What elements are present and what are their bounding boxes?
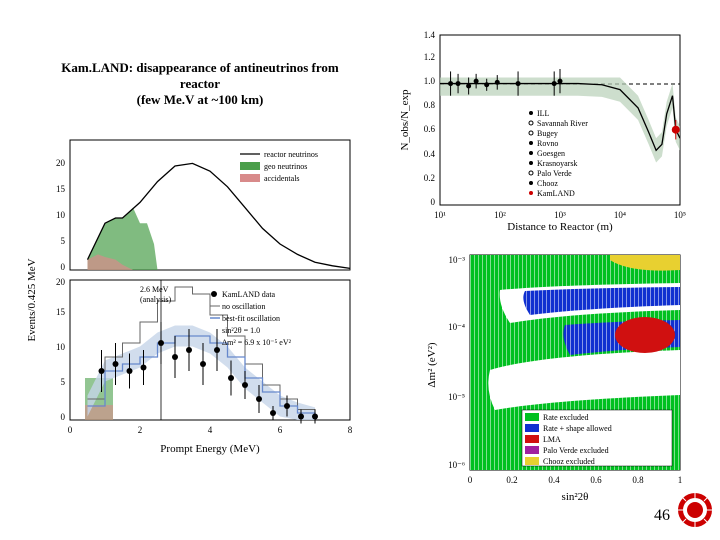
dist-ylabel: N_obs/N_exp <box>399 89 411 151</box>
dist-xlabel: Distance to Reactor (m) <box>507 221 613 233</box>
svg-text:10³: 10³ <box>554 210 566 220</box>
title-line2: reactor <box>180 76 220 91</box>
svg-text:0: 0 <box>431 197 436 207</box>
svg-text:0: 0 <box>61 412 66 422</box>
svg-text:Krasnoyarsk: Krasnoyarsk <box>537 159 577 168</box>
leg-lma: LMA <box>543 435 561 444</box>
svg-text:0.2: 0.2 <box>424 173 435 183</box>
svg-text:5: 5 <box>61 236 66 246</box>
svg-text:Palo Verde: Palo Verde <box>537 169 572 178</box>
svg-text:0.8: 0.8 <box>632 475 644 485</box>
svg-text:Bugey: Bugey <box>537 129 558 138</box>
legend-acc: accidentals <box>264 174 300 183</box>
svg-text:2: 2 <box>138 425 143 435</box>
svg-text:0.2: 0.2 <box>506 475 517 485</box>
svg-text:1.4: 1.4 <box>424 30 436 40</box>
svg-text:KamLAND: KamLAND <box>537 189 575 198</box>
svg-text:20: 20 <box>56 277 66 287</box>
svg-text:10⁻⁵: 10⁻⁵ <box>448 392 465 402</box>
svg-text:20: 20 <box>56 158 66 168</box>
leg-shape: Rate + shape allowed <box>543 424 612 433</box>
svg-text:8: 8 <box>348 425 353 435</box>
legend-dm: Δm² = 6.9 x 10⁻⁵ eV² <box>222 338 292 347</box>
svg-text:0.8: 0.8 <box>424 100 436 110</box>
svg-text:0: 0 <box>468 475 473 485</box>
svg-text:Savannah River: Savannah River <box>537 119 588 128</box>
legend-reactor: reactor neutrinos <box>264 150 318 159</box>
title-line1: Kam.LAND: disappearance of antineutrinos… <box>61 60 338 75</box>
svg-text:15: 15 <box>56 184 66 194</box>
svg-text:ILL: ILL <box>537 109 550 118</box>
svg-text:10²: 10² <box>494 210 506 220</box>
svg-text:0.6: 0.6 <box>424 124 436 134</box>
svg-text:0.4: 0.4 <box>424 149 436 159</box>
svg-text:1.0: 1.0 <box>424 76 436 86</box>
slide-title: Kam.LAND: disappearance of antineutrinos… <box>40 60 360 108</box>
svg-text:Rovno: Rovno <box>537 139 558 148</box>
legend-bestfit: best-fit oscillation <box>222 314 280 323</box>
svg-text:5: 5 <box>61 377 66 387</box>
svg-text:6: 6 <box>278 425 283 435</box>
institution-logo <box>675 490 715 530</box>
legend-geo: geo neutrinos <box>264 162 307 171</box>
excl-ylabel: Δm² (eV²) <box>426 342 438 387</box>
svg-text:0.6: 0.6 <box>590 475 602 485</box>
title-line3: (few Me.V at ~100 km) <box>137 92 264 107</box>
svg-text:10: 10 <box>56 210 66 220</box>
svg-text:4: 4 <box>208 425 213 435</box>
svg-text:Chooz: Chooz <box>537 179 558 188</box>
left-charts: 0 5 10 15 20 reactor neutrinos geo neutr… <box>20 130 380 460</box>
legend-sin: sin²2θ = 1.0 <box>222 326 260 335</box>
svg-text:10⁻³: 10⁻³ <box>449 255 466 265</box>
svg-text:10⁻⁴: 10⁻⁴ <box>448 322 465 332</box>
svg-text:10⁴: 10⁴ <box>614 210 626 220</box>
svg-text:0: 0 <box>61 262 66 272</box>
leg-pv: Palo Verde excluded <box>543 446 609 455</box>
excl-xlabel: sin²2θ <box>562 491 589 503</box>
svg-text:10⁵: 10⁵ <box>674 210 686 220</box>
svg-text:0: 0 <box>68 425 73 435</box>
svg-text:10⁻⁶: 10⁻⁶ <box>448 460 465 470</box>
svg-text:1.2: 1.2 <box>424 52 435 62</box>
legend-noosc: no oscillation <box>222 302 265 311</box>
page-number: 46 <box>654 507 670 525</box>
leg-rate: Rate excluded <box>543 413 589 422</box>
svg-text:15: 15 <box>56 307 66 317</box>
svg-text:10: 10 <box>56 342 66 352</box>
svg-text:10¹: 10¹ <box>434 210 446 220</box>
distance-chart: 0 0.2 0.4 0.6 0.8 1.0 1.2 1.4 10¹ 10² 10… <box>395 25 695 235</box>
exclusion-chart: 10⁻³ 10⁻⁴ 10⁻⁵ 10⁻⁶ 0 0.2 0.4 0.6 0.8 1 … <box>420 250 695 505</box>
analysis-label2: (analysis) <box>140 295 171 304</box>
leg-chooz: Chooz excluded <box>543 457 595 466</box>
left-ylabel: Events/0.425 MeV <box>26 258 38 341</box>
legend-data: KamLAND data <box>222 290 276 299</box>
svg-text:0.4: 0.4 <box>548 475 560 485</box>
svg-text:Goesgen: Goesgen <box>537 149 565 158</box>
analysis-label: 2.6 MeV <box>140 285 169 294</box>
svg-text:1: 1 <box>678 475 683 485</box>
left-xlabel: Prompt Energy (MeV) <box>160 443 260 455</box>
